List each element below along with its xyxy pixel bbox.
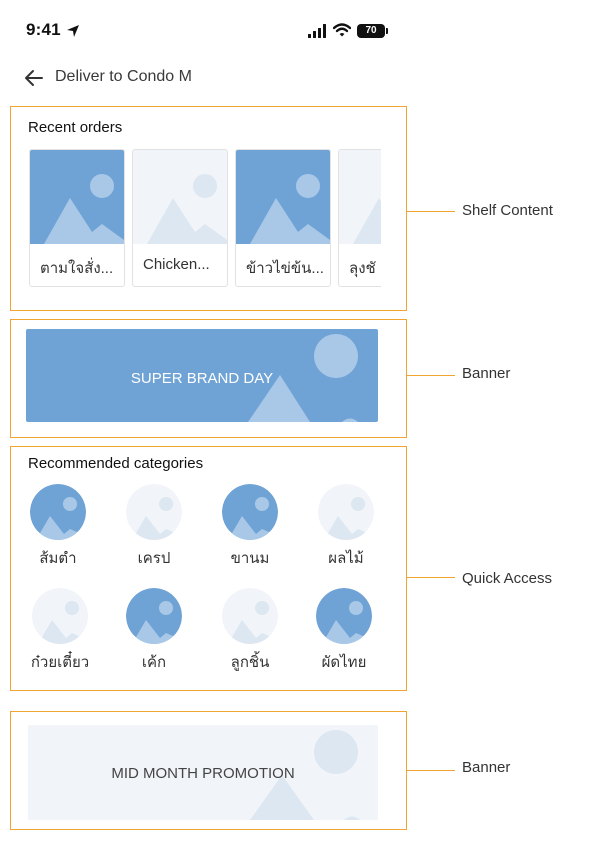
category-image-icon (316, 588, 372, 644)
annotation-quick-access: Quick Access (462, 570, 553, 587)
status-bar: 9:41 70 (0, 0, 408, 56)
category-label: ลูกชิ้น (230, 654, 270, 671)
category-item[interactable]: เครป (118, 484, 190, 574)
category-item[interactable]: ก๋วยเตี๋ยว (24, 588, 96, 678)
recent-order-card[interactable]: ตามใจสั่ง... (29, 149, 125, 287)
category-item[interactable]: ส้มตำ (22, 484, 94, 574)
recent-orders-shelf[interactable]: ตามใจสั่ง... Chicken... ข้าวไข่ข้น... (29, 149, 381, 287)
wifi-icon (333, 23, 351, 37)
image-placeholder-icon (236, 150, 330, 244)
image-placeholder-icon (133, 150, 227, 244)
category-label: ขานม (230, 550, 270, 567)
top-bar: Deliver to Condo M (0, 58, 408, 98)
recent-order-label: ข้าวไข่ข้น... (246, 260, 324, 277)
promo-banner[interactable]: SUPER BRAND DAY (26, 329, 378, 422)
deliver-to-address[interactable]: Deliver to Condo M (55, 68, 192, 85)
image-placeholder-icon (30, 150, 124, 244)
annotation-shelf-content: Shelf Content (462, 202, 553, 219)
banner-section: SUPER BRAND DAY (10, 319, 407, 438)
back-arrow-icon[interactable] (24, 68, 44, 88)
signal-icon (308, 24, 326, 38)
category-image-icon (30, 484, 86, 540)
annotation-leader (407, 770, 455, 771)
category-item[interactable]: ลูกชิ้น (214, 588, 286, 678)
battery-icon: 70 (357, 24, 385, 38)
banner-title: MID MONTH PROMOTION (111, 765, 295, 782)
category-item[interactable]: ผัดไทย (308, 588, 380, 678)
category-label: ผลไม้ (328, 550, 364, 567)
phone-screen: 9:41 70 Deliver to Condo M Recent orders (0, 0, 408, 830)
category-item[interactable]: เค้ก (118, 588, 190, 678)
recent-order-label: ตามใจสั่ง... (40, 260, 114, 277)
category-image-icon (126, 588, 182, 644)
category-image-icon (222, 484, 278, 540)
categories-section: Recommended categories ส้มตำ เครป (10, 446, 407, 691)
banner-title: SUPER BRAND DAY (130, 370, 274, 387)
category-label: เครป (137, 550, 171, 567)
annotation-banner: Banner (462, 759, 511, 776)
promo-banner[interactable]: MID MONTH PROMOTION (28, 725, 378, 820)
battery-tip (386, 28, 388, 34)
status-time: 9:41 (26, 20, 61, 39)
recent-order-card[interactable]: Chicken... (132, 149, 228, 287)
recent-order-card[interactable]: ลุงชั (338, 149, 381, 287)
categories-title: Recommended categories (28, 455, 204, 472)
category-label: ผัดไทย (321, 654, 367, 671)
category-item[interactable]: ผลไม้ (310, 484, 382, 574)
category-image-icon (318, 484, 374, 540)
category-image-icon (222, 588, 278, 644)
annotation-leader (407, 375, 455, 376)
banner-image-placeholder-icon (248, 334, 358, 422)
category-item[interactable]: ขานม (214, 484, 286, 574)
category-image-icon (126, 484, 182, 540)
category-image-icon (32, 588, 88, 644)
annotation-banner: Banner (462, 365, 511, 382)
category-label: ส้มตำ (39, 550, 77, 567)
annotation-leader (407, 577, 455, 578)
recent-order-label: Chicken... (143, 256, 210, 273)
location-arrow-icon (67, 25, 79, 37)
recent-order-card[interactable]: ข้าวไข่ข้น... (235, 149, 331, 287)
category-label: เค้ก (141, 654, 167, 671)
recent-order-label: ลุงชั (349, 260, 376, 277)
recent-orders-section: Recent orders ตามใจสั่ง... Chicken... (10, 106, 407, 311)
recent-orders-title: Recent orders (28, 119, 123, 136)
image-placeholder-icon (339, 150, 381, 244)
banner-section: MID MONTH PROMOTION (10, 711, 407, 830)
category-label: ก๋วยเตี๋ยว (30, 654, 90, 671)
banner-image-placeholder-icon (250, 730, 360, 820)
annotation-leader (407, 211, 455, 212)
